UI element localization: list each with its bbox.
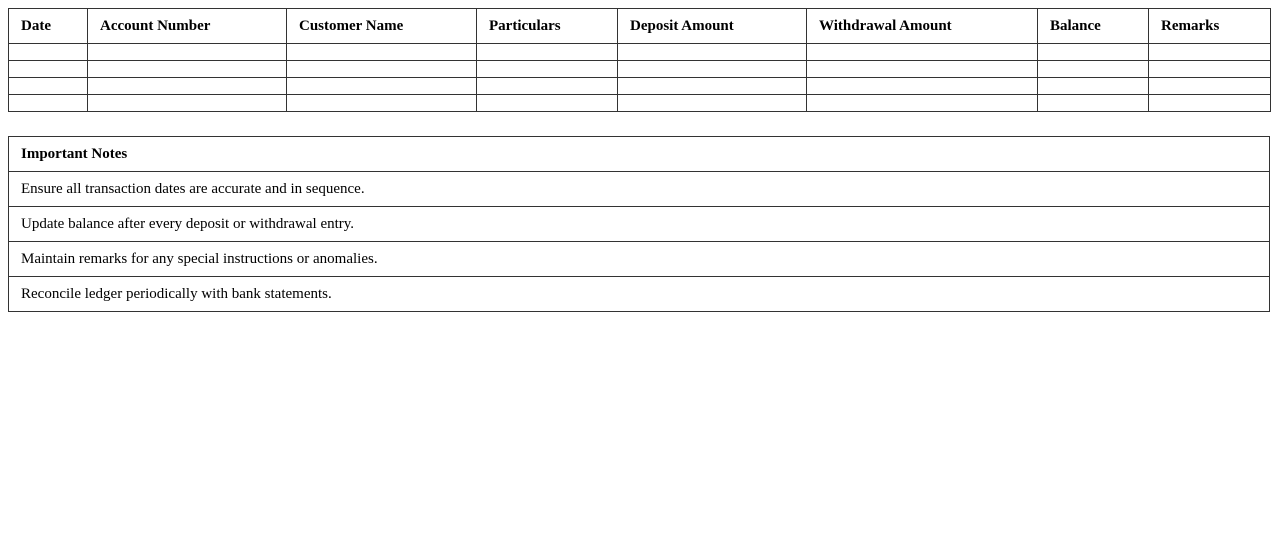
- column-header-customer-name: Customer Name: [286, 8, 477, 44]
- table-cell[interactable]: [8, 77, 88, 95]
- notes-header-row: Important Notes: [8, 136, 1270, 172]
- note-item: Update balance after every deposit or wi…: [8, 206, 1270, 242]
- table-row: [8, 94, 1271, 112]
- table-cell[interactable]: [286, 77, 477, 95]
- table-cell[interactable]: [286, 94, 477, 112]
- table-cell[interactable]: [8, 94, 88, 112]
- table-cell[interactable]: [8, 43, 88, 61]
- table-cell[interactable]: [1037, 43, 1149, 61]
- table-cell[interactable]: [1148, 94, 1271, 112]
- table-cell[interactable]: [476, 94, 618, 112]
- table-cell[interactable]: [617, 60, 807, 78]
- table-cell[interactable]: [286, 43, 477, 61]
- table-cell[interactable]: [476, 77, 618, 95]
- table-cell[interactable]: [87, 43, 287, 61]
- table-cell[interactable]: [1037, 60, 1149, 78]
- table-cell[interactable]: [286, 60, 477, 78]
- column-header-deposit-amount: Deposit Amount: [617, 8, 807, 44]
- table-row: [8, 77, 1271, 95]
- table-cell[interactable]: [476, 43, 618, 61]
- table-cell[interactable]: [806, 94, 1038, 112]
- note-item: Reconcile ledger periodically with bank …: [8, 276, 1270, 312]
- notes-table: Important Notes Ensure all transaction d…: [8, 136, 1270, 312]
- table-cell[interactable]: [87, 94, 287, 112]
- column-header-remarks: Remarks: [1148, 8, 1271, 44]
- column-header-withdrawal-amount: Withdrawal Amount: [806, 8, 1038, 44]
- table-cell[interactable]: [87, 77, 287, 95]
- note-row: Maintain remarks for any special instruc…: [8, 241, 1270, 277]
- note-row: Reconcile ledger periodically with bank …: [8, 276, 1270, 312]
- table-cell[interactable]: [806, 43, 1038, 61]
- column-header-particulars: Particulars: [476, 8, 618, 44]
- table-row: [8, 60, 1271, 78]
- table-row: [8, 43, 1271, 61]
- note-item: Maintain remarks for any special instruc…: [8, 241, 1270, 277]
- table-cell[interactable]: [806, 60, 1038, 78]
- table-cell[interactable]: [476, 60, 618, 78]
- table-cell[interactable]: [617, 94, 807, 112]
- table-cell[interactable]: [1037, 94, 1149, 112]
- table-cell[interactable]: [8, 60, 88, 78]
- table-cell[interactable]: [617, 43, 807, 61]
- table-cell[interactable]: [87, 60, 287, 78]
- column-header-balance: Balance: [1037, 8, 1149, 44]
- table-cell[interactable]: [1148, 60, 1271, 78]
- table-cell[interactable]: [1037, 77, 1149, 95]
- ledger-table: Date Account Number Customer Name Partic…: [8, 8, 1271, 112]
- note-row: Update balance after every deposit or wi…: [8, 206, 1270, 242]
- table-cell[interactable]: [1148, 77, 1271, 95]
- table-cell[interactable]: [1148, 43, 1271, 61]
- table-cell[interactable]: [617, 77, 807, 95]
- column-header-date: Date: [8, 8, 88, 44]
- column-header-account-number: Account Number: [87, 8, 287, 44]
- note-row: Ensure all transaction dates are accurat…: [8, 171, 1270, 207]
- notes-title: Important Notes: [8, 136, 1270, 172]
- ledger-header-row: Date Account Number Customer Name Partic…: [8, 8, 1271, 44]
- note-item: Ensure all transaction dates are accurat…: [8, 171, 1270, 207]
- table-cell[interactable]: [806, 77, 1038, 95]
